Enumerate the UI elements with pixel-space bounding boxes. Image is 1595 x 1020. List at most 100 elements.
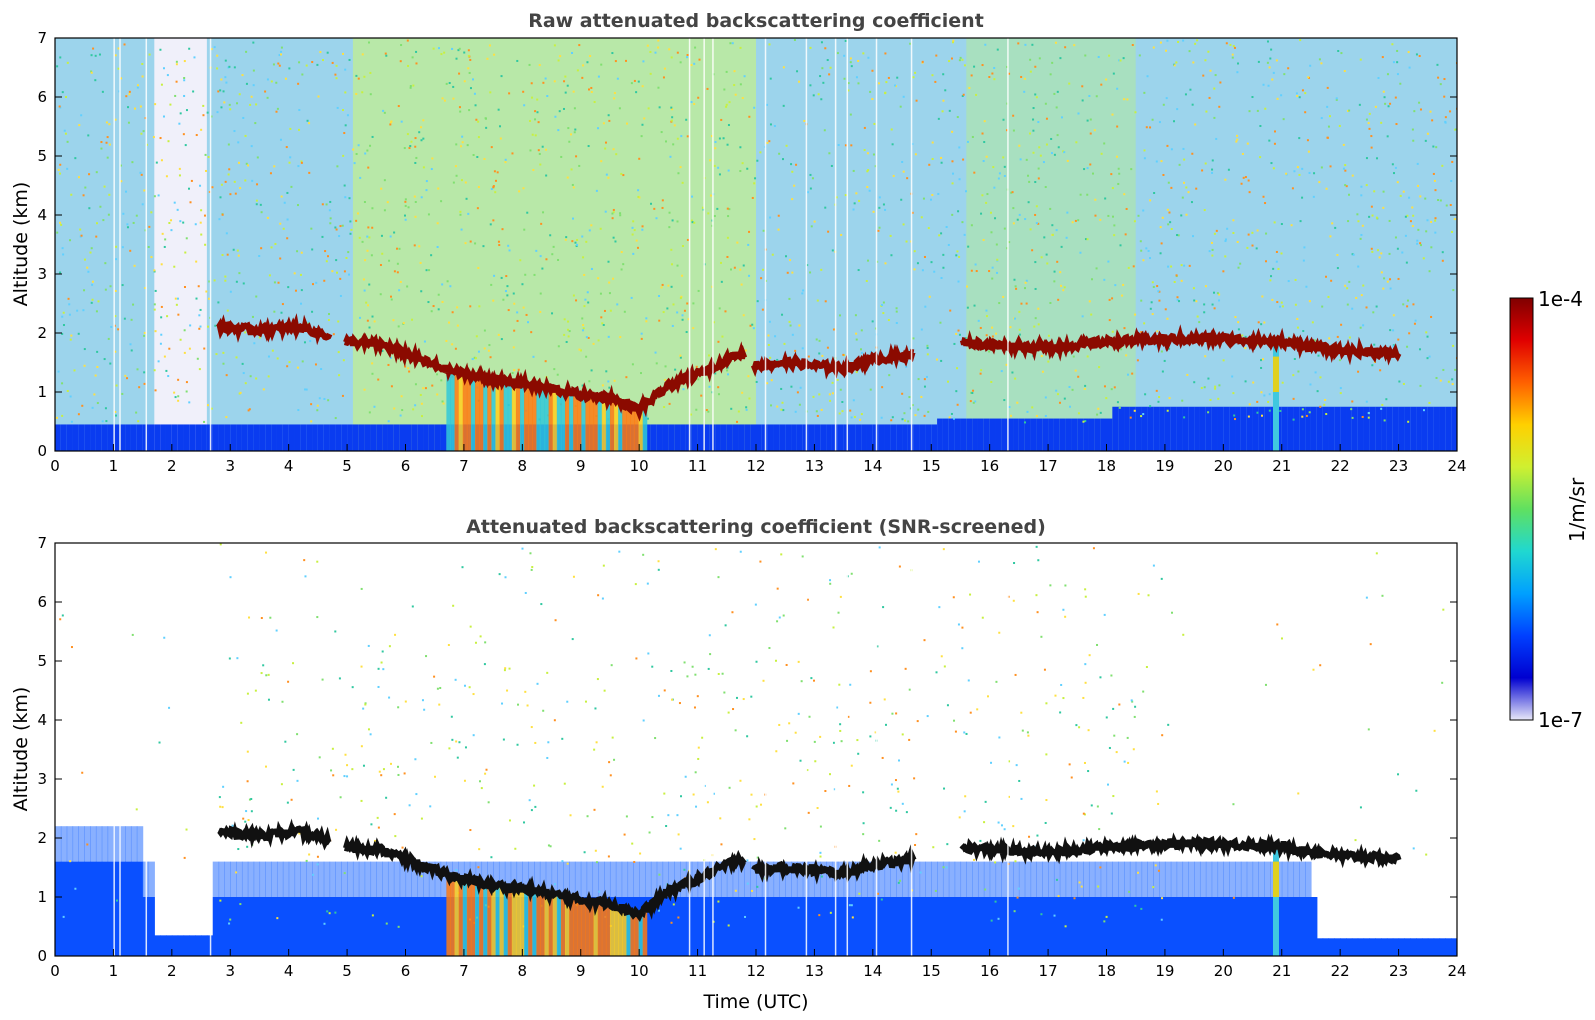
boundary-layer-cell bbox=[1229, 861, 1236, 897]
noise-pixel bbox=[810, 677, 813, 680]
field-column bbox=[347, 38, 354, 451]
y-tick-label: 1 bbox=[37, 383, 47, 401]
noise-pixel bbox=[753, 182, 756, 185]
noise-pixel bbox=[1321, 305, 1324, 308]
noise-pixel bbox=[691, 221, 694, 224]
noise-pixel bbox=[250, 810, 253, 813]
noise-pixel bbox=[1259, 124, 1262, 127]
boundary-layer-cell bbox=[884, 861, 891, 897]
noise-pixel bbox=[1044, 414, 1047, 417]
boundary-layer-cell bbox=[271, 897, 278, 956]
fallstreak-column bbox=[581, 900, 586, 956]
noise-pixel bbox=[115, 258, 118, 261]
boundary-layer-cell bbox=[586, 861, 594, 897]
boundary-layer-cell bbox=[312, 424, 319, 451]
fallstreak-column bbox=[605, 902, 611, 956]
noise-pixel bbox=[963, 233, 966, 236]
noise-pixel bbox=[381, 350, 384, 353]
field-column bbox=[983, 38, 991, 451]
noise-pixel bbox=[572, 575, 575, 578]
noise-pixel bbox=[469, 240, 472, 243]
noise-pixel bbox=[966, 306, 969, 309]
noise-pixel bbox=[371, 362, 374, 365]
noise-pixel bbox=[74, 157, 77, 160]
boundary-layer-cell bbox=[1042, 418, 1049, 451]
noise-pixel bbox=[1137, 214, 1140, 217]
noise-pixel bbox=[746, 167, 749, 170]
noise-pixel bbox=[206, 404, 209, 407]
noise-pixel bbox=[173, 265, 176, 268]
boundary-layer-cell bbox=[136, 424, 144, 451]
noise-pixel bbox=[1437, 199, 1440, 202]
noise-pixel bbox=[1282, 118, 1285, 121]
noise-pixel bbox=[90, 71, 93, 74]
x-tick-label: 1 bbox=[109, 457, 119, 475]
noise-pixel bbox=[613, 97, 616, 100]
noise-pixel bbox=[815, 410, 818, 413]
noise-pixel bbox=[1040, 635, 1043, 638]
noise-pixel bbox=[1392, 329, 1395, 332]
boundary-layer-cell bbox=[796, 861, 804, 897]
boundary-layer-cell bbox=[1246, 861, 1254, 897]
boundary-layer-cell bbox=[171, 935, 179, 956]
noise-pixel bbox=[300, 251, 303, 254]
noise-pixel bbox=[1037, 222, 1040, 225]
boundary-layer-cell bbox=[282, 424, 290, 451]
noise-pixel bbox=[937, 117, 940, 120]
noise-pixel bbox=[1320, 166, 1323, 169]
noise-pixel bbox=[1290, 224, 1293, 227]
noise-pixel bbox=[985, 334, 988, 337]
boundary-layer-cell bbox=[130, 826, 138, 862]
noise-pixel bbox=[388, 259, 391, 262]
noise-pixel bbox=[574, 128, 577, 131]
boundary-layer-cell bbox=[913, 897, 921, 956]
field-column bbox=[90, 38, 97, 451]
fallstreak-column bbox=[1272, 849, 1279, 956]
noise-pixel bbox=[436, 246, 439, 249]
noise-pixel bbox=[1424, 197, 1427, 200]
noise-pixel bbox=[546, 671, 549, 674]
noise-pixel bbox=[1268, 409, 1271, 412]
noise-pixel bbox=[1424, 139, 1427, 142]
noise-pixel bbox=[1177, 40, 1180, 43]
artifact-line bbox=[846, 543, 849, 956]
noise-pixel bbox=[824, 206, 827, 209]
x-tick-label: 17 bbox=[1039, 962, 1058, 980]
noise-pixel bbox=[1273, 130, 1276, 133]
noise-pixel bbox=[624, 59, 627, 62]
boundary-layer-cell bbox=[95, 861, 103, 956]
noise-pixel bbox=[884, 92, 887, 95]
noise-pixel bbox=[1029, 58, 1032, 61]
noise-pixel bbox=[200, 209, 203, 212]
x-tick-label: 9 bbox=[576, 457, 586, 475]
field-column bbox=[913, 38, 921, 451]
noise-pixel bbox=[976, 708, 979, 711]
noise-pixel bbox=[1399, 194, 1402, 197]
field-column bbox=[966, 38, 973, 451]
boundary-layer-cell bbox=[890, 424, 897, 451]
boundary-layer-cell bbox=[72, 826, 79, 862]
boundary-layer-cell bbox=[1439, 406, 1446, 451]
noise-pixel bbox=[788, 722, 791, 725]
noise-pixel bbox=[56, 231, 59, 234]
noise-pixel bbox=[1123, 327, 1126, 330]
noise-pixel bbox=[1008, 760, 1011, 763]
noise-pixel bbox=[1117, 167, 1120, 170]
noise-pixel bbox=[1134, 313, 1137, 316]
noise-pixel bbox=[994, 861, 997, 864]
noise-pixel bbox=[231, 824, 234, 827]
noise-pixel bbox=[1267, 400, 1270, 403]
noise-pixel bbox=[1419, 242, 1422, 245]
noise-pixel bbox=[274, 242, 277, 245]
boundary-layer-cell bbox=[288, 424, 296, 451]
noise-pixel bbox=[451, 343, 454, 346]
noise-pixel bbox=[1032, 118, 1035, 121]
noise-pixel bbox=[512, 346, 515, 349]
noise-pixel bbox=[1279, 409, 1282, 412]
noise-pixel bbox=[963, 731, 966, 734]
noise-pixel bbox=[95, 171, 98, 174]
noise-pixel bbox=[562, 107, 565, 110]
noise-pixel bbox=[957, 210, 960, 213]
noise-pixel bbox=[236, 102, 239, 105]
noise-pixel bbox=[807, 355, 810, 358]
